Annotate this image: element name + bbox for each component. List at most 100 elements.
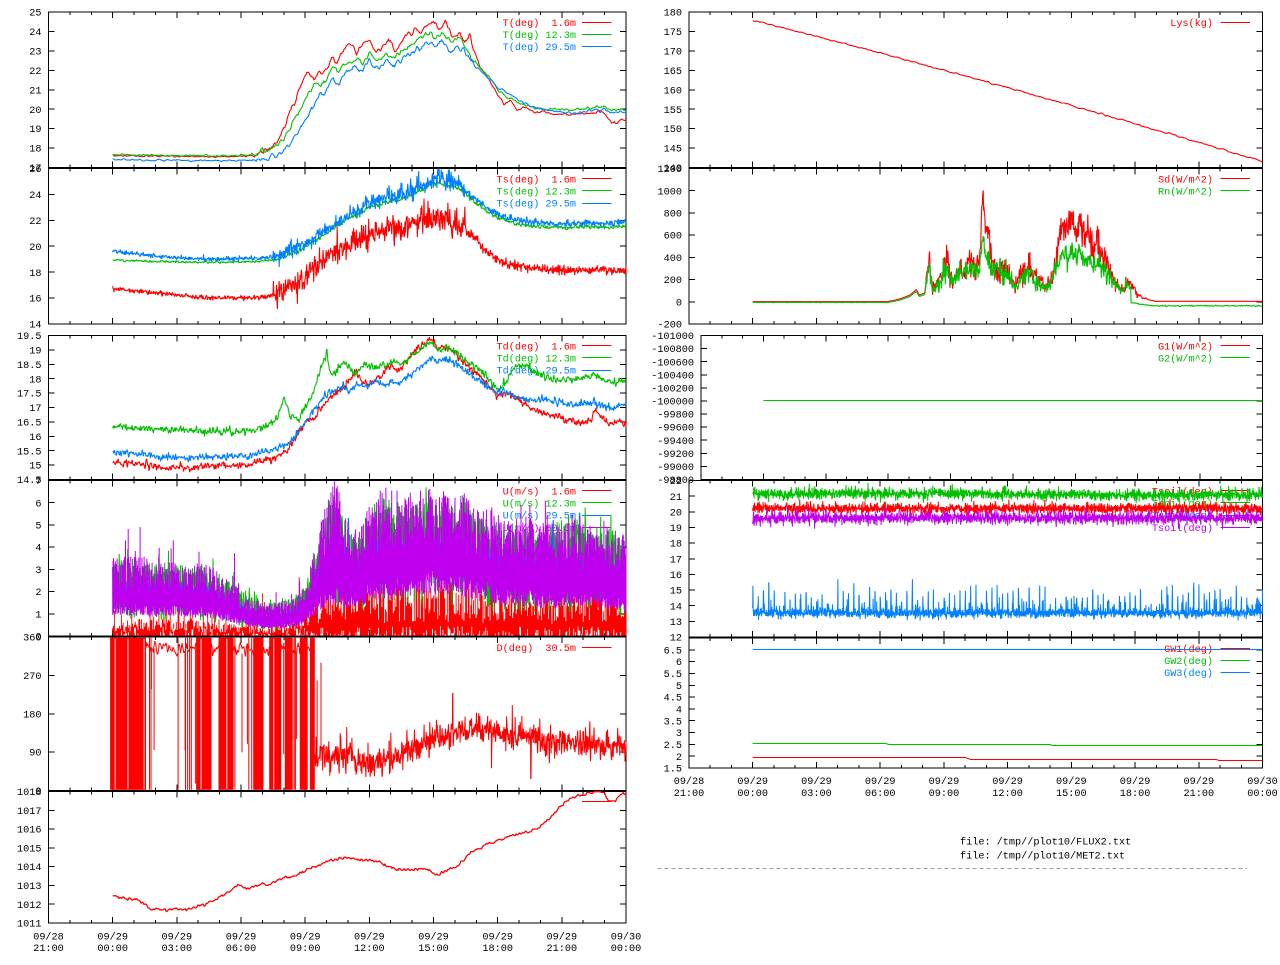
svg-text:18:00: 18:00: [482, 944, 513, 955]
svg-text:1200: 1200: [658, 165, 682, 176]
svg-text:16.5: 16.5: [17, 419, 41, 430]
svg-text:7: 7: [35, 477, 41, 488]
svg-text:4: 4: [676, 706, 682, 717]
svg-text:5: 5: [35, 522, 41, 533]
svg-text:175: 175: [664, 28, 682, 39]
svg-text:600: 600: [664, 232, 682, 243]
svg-text:Ts(deg) 29.5m: Ts(deg) 29.5m: [497, 199, 576, 211]
svg-text:15: 15: [29, 462, 41, 473]
svg-text:155: 155: [664, 106, 682, 117]
svg-text:Ts(deg) 12.3m: Ts(deg) 12.3m: [497, 187, 576, 199]
svg-text:1011: 1011: [17, 920, 41, 931]
svg-text:14: 14: [670, 602, 682, 613]
svg-text:19: 19: [29, 347, 41, 358]
svg-text:16: 16: [29, 433, 41, 444]
svg-text:Rn(W/m^2): Rn(W/m^2): [1158, 187, 1213, 199]
svg-text:U(m/s) 1.6m: U(m/s) 1.6m: [503, 486, 576, 498]
svg-text:file: /tmp//plot10/FLUX2.txt: file: /tmp//plot10/FLUX2.txt: [960, 836, 1131, 848]
svg-text:3: 3: [676, 729, 682, 740]
svg-text:09/29: 09/29: [354, 931, 385, 943]
svg-text:1018: 1018: [17, 788, 41, 799]
svg-text:1000: 1000: [658, 187, 682, 198]
svg-text:Td(deg) 1.6m: Td(deg) 1.6m: [497, 341, 576, 353]
svg-text:6: 6: [35, 499, 41, 510]
svg-text:00:00: 00:00: [97, 944, 128, 955]
svg-text:20: 20: [29, 106, 41, 117]
svg-text:U(m/s) 29.5m: U(m/s) 29.5m: [503, 511, 576, 523]
svg-text:09/29: 09/29: [865, 776, 896, 788]
svg-text:22: 22: [670, 477, 682, 488]
svg-text:1016: 1016: [17, 826, 41, 837]
svg-text:180: 180: [23, 710, 41, 721]
svg-text:09/29: 09/29: [929, 776, 960, 788]
svg-text:2: 2: [676, 753, 682, 764]
svg-text:5.5: 5.5: [664, 670, 682, 681]
svg-text:18.5: 18.5: [17, 361, 41, 372]
svg-text:14: 14: [29, 321, 41, 332]
svg-text:T(deg) 12.3m: T(deg) 12.3m: [503, 30, 576, 42]
svg-text:06:00: 06:00: [865, 789, 896, 800]
svg-text:-98800: -98800: [657, 476, 694, 487]
svg-text:170: 170: [664, 48, 682, 59]
svg-text:18: 18: [29, 375, 41, 386]
svg-text:-99200: -99200: [657, 450, 694, 461]
svg-text:21: 21: [29, 86, 41, 97]
svg-text:18:00: 18:00: [1120, 789, 1151, 800]
svg-text:17: 17: [29, 404, 41, 415]
svg-text:Td(deg) 12.3m: Td(deg) 12.3m: [497, 354, 576, 366]
svg-text:-100400: -100400: [651, 371, 694, 382]
svg-text:400: 400: [664, 254, 682, 265]
svg-text:1017: 1017: [17, 807, 41, 818]
svg-text:file: /tmp//plot10/MET2.txt: file: /tmp//plot10/MET2.txt: [960, 850, 1125, 862]
svg-text:18: 18: [670, 540, 682, 551]
svg-text:09/29: 09/29: [1120, 776, 1151, 788]
svg-text:-99800: -99800: [657, 411, 694, 422]
svg-text:09/29: 09/29: [1184, 776, 1215, 788]
svg-text:21: 21: [670, 493, 682, 504]
svg-text:21:00: 21:00: [1184, 789, 1215, 800]
svg-text:Sd(W/m^2): Sd(W/m^2): [1158, 174, 1213, 186]
svg-text:16: 16: [670, 571, 682, 582]
svg-text:06:00: 06:00: [226, 944, 257, 955]
svg-text:16: 16: [29, 295, 41, 306]
svg-text:G1(W/m^2): G1(W/m^2): [1158, 341, 1213, 353]
svg-text:09/29: 09/29: [162, 931, 193, 943]
svg-text:19: 19: [670, 524, 682, 535]
svg-text:20: 20: [29, 243, 41, 254]
svg-text:0: 0: [35, 633, 41, 644]
svg-text:-100800: -100800: [651, 345, 694, 356]
svg-text:09/29: 09/29: [992, 776, 1023, 788]
svg-text:17.5: 17.5: [17, 390, 41, 401]
svg-text:-100000: -100000: [651, 398, 694, 409]
svg-text:24: 24: [29, 28, 41, 39]
svg-text:09:00: 09:00: [929, 789, 960, 800]
svg-text:03:00: 03:00: [162, 944, 193, 955]
svg-text:T(deg) 29.5m: T(deg) 29.5m: [503, 42, 576, 54]
svg-text:0: 0: [35, 787, 41, 798]
svg-text:270: 270: [23, 672, 41, 683]
svg-text:03:00: 03:00: [801, 789, 832, 800]
svg-text:09/28: 09/28: [33, 931, 64, 943]
svg-text:21:00: 21:00: [547, 944, 578, 955]
svg-text:3.5: 3.5: [664, 717, 682, 728]
svg-text:21:00: 21:00: [674, 789, 705, 800]
svg-text:00:00: 00:00: [737, 789, 768, 800]
svg-text:140: 140: [664, 164, 682, 175]
svg-text:09/30: 09/30: [1247, 776, 1278, 788]
svg-text:12: 12: [670, 634, 682, 645]
svg-text:00:00: 00:00: [611, 944, 642, 955]
svg-text:800: 800: [664, 210, 682, 221]
svg-text:4: 4: [35, 544, 41, 555]
svg-text:180: 180: [664, 9, 682, 20]
svg-text:3: 3: [35, 566, 41, 577]
svg-text:6: 6: [676, 658, 682, 669]
svg-text:14.5: 14.5: [17, 476, 41, 487]
svg-text:20: 20: [670, 508, 682, 519]
svg-text:2.5: 2.5: [664, 741, 682, 752]
svg-text:09/29: 09/29: [290, 931, 321, 943]
svg-text:15.5: 15.5: [17, 447, 41, 458]
svg-text:09/30: 09/30: [611, 931, 642, 943]
svg-text:G2(W/m^2): G2(W/m^2): [1158, 354, 1213, 366]
svg-text:13: 13: [670, 618, 682, 629]
svg-text:1015: 1015: [17, 845, 41, 856]
